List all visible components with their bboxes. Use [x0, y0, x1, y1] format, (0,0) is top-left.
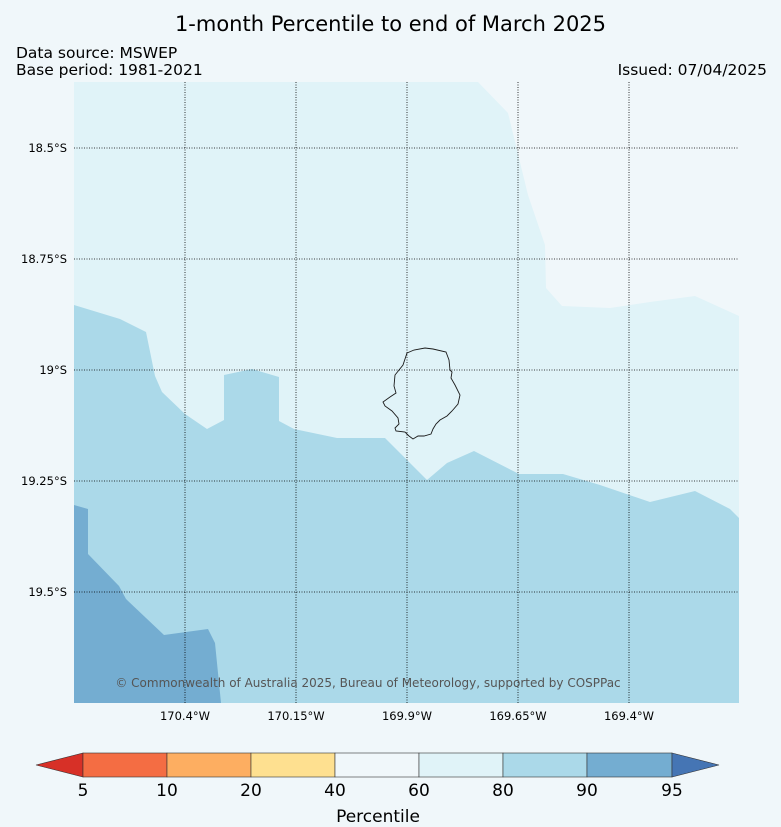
gridlines — [74, 82, 739, 703]
lon-label-2: 170.15°W — [267, 709, 324, 723]
region-80-90 — [74, 305, 739, 703]
colorbar-tick-95: 95 — [661, 781, 683, 801]
colorbar-segment-60-80 — [418, 752, 504, 778]
region-90-95 — [74, 505, 221, 703]
colorbar-label: Percentile — [336, 807, 420, 827]
colorbar-segment-10-20 — [166, 752, 252, 778]
colorbar-segment-20-40 — [250, 752, 336, 778]
map-plot-area: © Commonwealth of Australia 2025, Bureau… — [74, 82, 739, 703]
data-source: Data source: MSWEP — [16, 44, 178, 62]
issued-date: Issued: 07/04/2025 — [617, 61, 767, 79]
map-title: 1-month Percentile to end of March 2025 — [174, 12, 607, 36]
island-outline — [382, 347, 461, 440]
colorbar-segment-5-10 — [82, 752, 168, 778]
colorbar-tick-5: 5 — [78, 781, 89, 801]
colorbar-extend-high — [671, 752, 720, 778]
colorbar — [35, 752, 720, 778]
lat-label-2: 18.75°S — [21, 252, 67, 266]
lat-label-1: 18.5°S — [28, 141, 67, 155]
lat-label-3: 19°S — [39, 363, 67, 377]
colorbar-tick-60: 60 — [408, 781, 430, 801]
lon-label-3: 169.9°W — [382, 709, 432, 723]
colorbar-tick-90: 90 — [576, 781, 598, 801]
lat-label-4: 19.25°S — [21, 474, 67, 488]
lat-label-5: 19.5°S — [28, 585, 67, 599]
colorbar-segment-40-60 — [334, 752, 420, 778]
colorbar-segment-90-95 — [586, 752, 673, 778]
copyright-notice: © Commonwealth of Australia 2025, Bureau… — [115, 676, 620, 690]
lon-label-5: 169.4°W — [604, 709, 654, 723]
colorbar-tick-40: 40 — [324, 781, 346, 801]
lon-label-1: 170.4°W — [160, 709, 210, 723]
lon-label-4: 169.65°W — [489, 709, 546, 723]
colorbar-extend-low — [35, 752, 84, 778]
colorbar-segment-80-90 — [502, 752, 588, 778]
colorbar-tick-10: 10 — [156, 781, 178, 801]
colorbar-tick-20: 20 — [240, 781, 262, 801]
colorbar-tick-80: 80 — [492, 781, 514, 801]
base-period: Base period: 1981-2021 — [16, 61, 203, 79]
